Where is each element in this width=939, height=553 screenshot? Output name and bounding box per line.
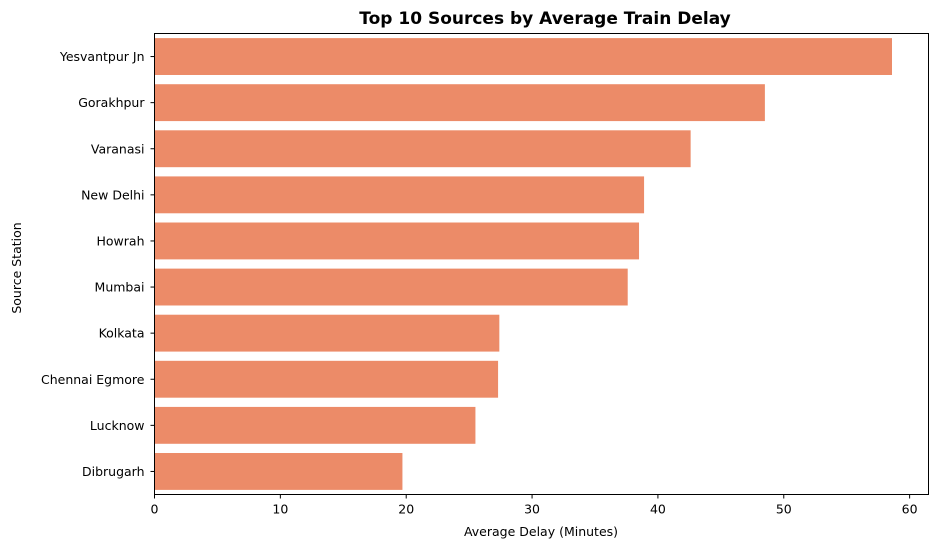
y-tick-label: New Delhi — [81, 187, 144, 202]
bar — [154, 38, 893, 75]
y-ticks-group: Yesvantpur Jn Gorakhpur Varanasi New Delhi H… — [41, 49, 155, 479]
x-axis-label: Average Delay (Minutes) — [464, 524, 618, 539]
bar — [154, 84, 765, 122]
chart-title: Top 10 Sources by Average Train Delay — [359, 9, 730, 29]
x-tick-label: 60 — [902, 502, 918, 517]
y-tick-label: Kolkata — [99, 326, 145, 341]
y-tick-label: Gorakhpur — [78, 95, 145, 110]
x-tick-label: 10 — [272, 502, 288, 517]
y-tick-label: Howrah — [97, 233, 145, 248]
bar — [154, 222, 640, 260]
x-tick-label: 50 — [776, 502, 792, 517]
bar — [154, 453, 403, 490]
bars-group — [154, 38, 893, 490]
y-axis-label: Source Station — [9, 222, 24, 313]
y-tick-label: Yesvantpur Jn — [59, 49, 145, 64]
bar — [154, 176, 645, 214]
bar — [154, 130, 691, 168]
x-tick-label: 30 — [524, 502, 540, 517]
y-tick-label: Chennai Egmore — [41, 372, 145, 387]
x-tick-label: 0 — [151, 502, 159, 517]
plot-frame — [154, 33, 929, 495]
x-ticks-group: 0 10 20 30 40 50 60 — [151, 494, 918, 517]
bar — [154, 360, 499, 398]
bar — [154, 314, 500, 352]
bar — [154, 268, 628, 306]
y-tick-label: Mumbai — [95, 280, 145, 295]
x-tick-label: 20 — [398, 502, 414, 517]
x-tick-label: 40 — [650, 502, 666, 517]
y-tick-label: Varanasi — [91, 141, 145, 156]
y-tick-label: Lucknow — [90, 418, 145, 433]
y-tick-label: Dibrugarh — [82, 464, 145, 479]
bar — [154, 406, 476, 444]
